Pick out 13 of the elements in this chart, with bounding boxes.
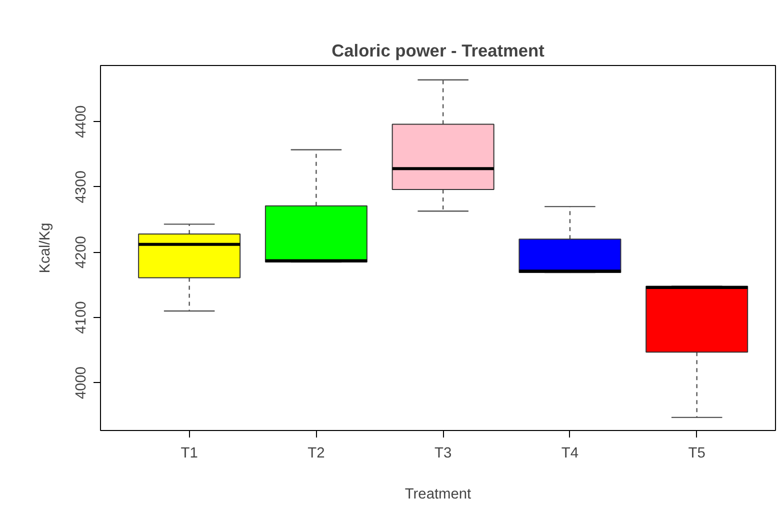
y-tick-label: 4300 — [74, 170, 90, 204]
x-tick-label: T2 — [308, 446, 325, 462]
x-tick-label: T4 — [561, 446, 579, 462]
y-tick-label: 4000 — [74, 366, 90, 400]
chart-title: Caloric power - Treatment — [332, 40, 545, 60]
x-tick-label: T3 — [434, 446, 452, 462]
y-tick-label: 4200 — [74, 236, 90, 269]
y-tick-label: 4400 — [74, 105, 90, 138]
y-axis-title: Kcal/Kg — [38, 222, 54, 274]
y-tick-label: 4100 — [74, 301, 90, 334]
x-axis-title: Treatment — [404, 486, 472, 502]
x-tick-label: T1 — [180, 446, 198, 462]
x-tick-label: T5 — [688, 446, 706, 462]
